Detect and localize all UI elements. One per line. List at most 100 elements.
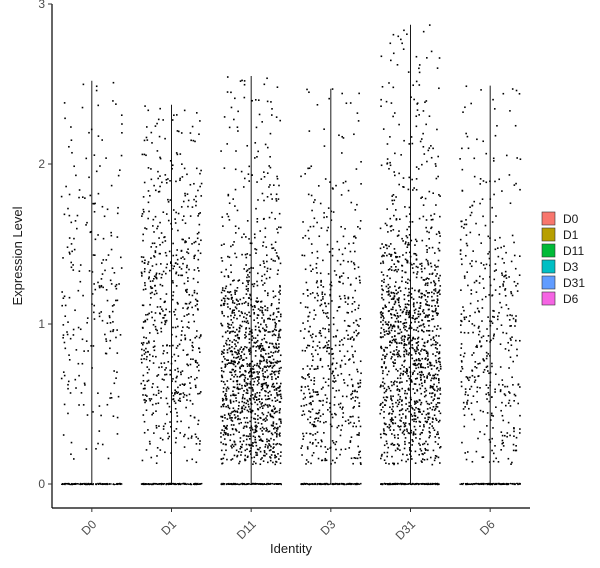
- point: [116, 416, 119, 419]
- point: [247, 435, 250, 438]
- point: [254, 342, 257, 344]
- point: [65, 185, 67, 188]
- point: [197, 308, 199, 311]
- point-zero: [153, 482, 155, 485]
- point: [436, 385, 438, 388]
- point-zero: [246, 483, 248, 485]
- point: [260, 354, 262, 356]
- point: [174, 314, 176, 316]
- point: [191, 344, 193, 347]
- point: [222, 404, 224, 406]
- point: [278, 298, 280, 301]
- point: [262, 314, 265, 316]
- point: [229, 371, 231, 374]
- point: [221, 335, 224, 338]
- point: [402, 430, 405, 433]
- point: [278, 184, 280, 187]
- point: [332, 211, 335, 213]
- point: [227, 387, 230, 390]
- point-zero: [103, 483, 106, 485]
- point: [382, 312, 384, 314]
- point: [416, 389, 418, 391]
- point: [234, 343, 236, 345]
- point: [418, 420, 421, 423]
- point: [220, 271, 223, 274]
- point: [253, 431, 255, 434]
- point: [302, 398, 305, 400]
- point: [195, 195, 197, 198]
- point: [224, 300, 226, 302]
- point-zero: [169, 483, 172, 485]
- point: [350, 457, 353, 460]
- point: [191, 206, 194, 208]
- point: [98, 286, 101, 289]
- point: [400, 409, 403, 411]
- point-zero: [301, 483, 304, 485]
- point: [387, 290, 390, 292]
- point: [401, 42, 403, 45]
- point: [342, 416, 344, 419]
- point: [314, 199, 316, 201]
- point: [143, 181, 146, 184]
- point: [262, 347, 265, 350]
- point: [188, 293, 191, 296]
- point: [237, 280, 240, 282]
- point: [268, 366, 270, 368]
- point: [180, 206, 183, 208]
- point: [423, 376, 426, 378]
- point: [421, 453, 424, 455]
- point: [230, 362, 232, 365]
- point: [236, 387, 238, 390]
- point: [272, 443, 275, 445]
- point: [110, 248, 113, 251]
- point: [112, 100, 114, 102]
- point: [176, 258, 179, 261]
- point: [331, 440, 334, 442]
- point: [423, 294, 426, 296]
- point: [320, 388, 323, 390]
- point: [414, 428, 417, 431]
- point: [433, 389, 436, 392]
- point: [274, 326, 277, 328]
- point: [86, 321, 88, 324]
- point: [395, 349, 398, 351]
- point: [308, 410, 310, 412]
- point: [426, 300, 428, 303]
- point: [233, 409, 236, 412]
- point: [439, 274, 441, 277]
- point: [380, 403, 382, 405]
- point: [334, 367, 337, 370]
- point: [428, 430, 431, 433]
- point: [435, 377, 438, 380]
- point: [94, 202, 96, 205]
- point: [244, 406, 247, 409]
- point: [396, 381, 398, 383]
- point: [222, 225, 224, 227]
- point: [273, 370, 276, 373]
- point: [389, 406, 391, 409]
- point: [418, 289, 421, 291]
- point: [258, 113, 261, 116]
- point-zero: [226, 483, 228, 485]
- point: [266, 100, 269, 103]
- point: [223, 167, 226, 169]
- point: [239, 411, 242, 414]
- point: [358, 279, 361, 282]
- point: [438, 437, 440, 439]
- point-zero: [162, 483, 164, 486]
- point: [311, 365, 313, 367]
- point: [142, 239, 144, 242]
- point: [412, 271, 415, 274]
- point: [93, 210, 96, 213]
- point: [275, 443, 277, 446]
- point: [119, 169, 121, 171]
- x-tick-label: D31: [393, 517, 419, 543]
- point: [424, 367, 427, 369]
- point: [166, 344, 168, 347]
- point: [237, 110, 239, 113]
- point: [313, 425, 315, 427]
- point: [249, 330, 251, 333]
- point: [435, 359, 437, 362]
- point: [402, 177, 405, 179]
- point: [263, 266, 266, 268]
